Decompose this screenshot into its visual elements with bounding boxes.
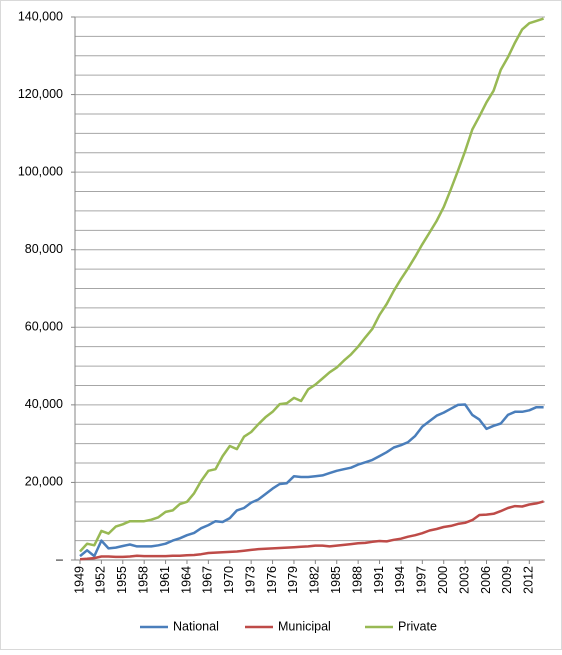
y-tick-label: – [56, 552, 63, 566]
y-tick-label: 60,000 [25, 320, 63, 334]
x-tick-label: 2009 [500, 566, 514, 594]
y-tick-label: 20,000 [25, 475, 63, 489]
x-tick-label: 1955 [115, 566, 129, 594]
x-tick-label: 2012 [522, 566, 536, 594]
x-tick-label: 1976 [265, 566, 279, 594]
x-tick-label: 1961 [158, 566, 172, 594]
legend-label: National [173, 619, 219, 633]
x-tick-label: 1964 [179, 566, 193, 594]
x-tick-label: 2003 [457, 566, 471, 594]
x-tick-label: 1970 [222, 566, 236, 594]
y-tick-label: 40,000 [25, 397, 63, 411]
series-line [79, 17, 544, 553]
y-tick-label: 80,000 [25, 242, 63, 256]
series-line [79, 403, 544, 558]
x-tick-label: 1967 [201, 566, 215, 594]
y-tick-label: 120,000 [18, 87, 63, 101]
x-tick-label: 1949 [72, 566, 86, 594]
x-tick-label: 1997 [415, 566, 429, 594]
x-tick-label: 1982 [308, 566, 322, 594]
x-tick-label: 1979 [286, 566, 300, 594]
x-tick-label: 2006 [479, 566, 493, 594]
legend-label: Municipal [278, 619, 331, 633]
y-tick-label: 140,000 [18, 9, 63, 23]
x-tick-label: 1988 [350, 566, 364, 594]
legend-label: Private [398, 619, 437, 633]
x-tick-label: 1985 [329, 566, 343, 594]
x-tick-label: 1958 [136, 566, 150, 594]
x-tick-label: 1994 [393, 566, 407, 594]
x-tick-label: 2000 [436, 566, 450, 594]
series-line [79, 500, 544, 561]
x-tick-label: 1973 [243, 566, 257, 594]
x-tick-label: 1991 [372, 566, 386, 594]
x-tick-label: 1952 [94, 566, 108, 594]
y-tick-label: 100,000 [18, 164, 63, 178]
